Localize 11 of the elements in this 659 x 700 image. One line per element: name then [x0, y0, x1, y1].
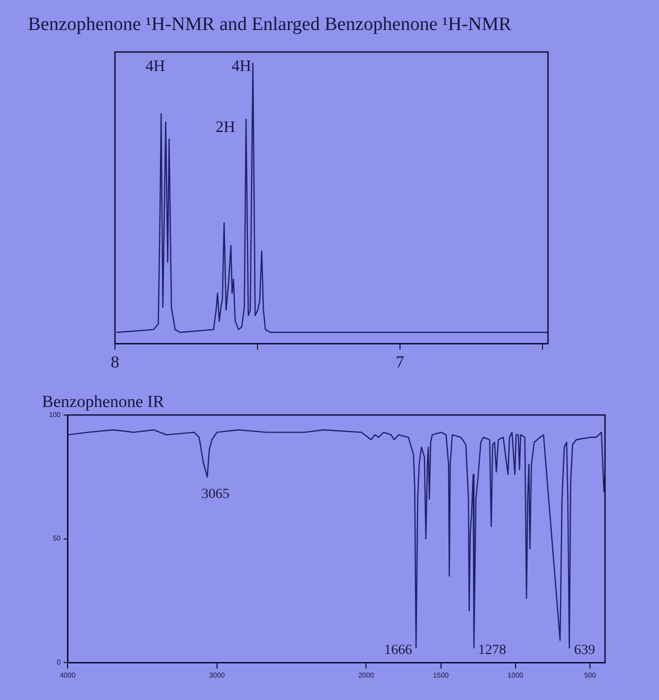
x-tick-label: 8 — [110, 352, 120, 372]
annotation: 4H — [145, 58, 166, 75]
annotation: 639 — [574, 642, 596, 658]
annotation: 4H — [232, 58, 252, 75]
annotation: 3065 — [201, 486, 230, 502]
x-tick-label: 7 — [396, 352, 405, 372]
annotation: 2H — [216, 119, 236, 136]
chart-title: Benzophenone ¹H-NMR and Enlarged Benzophenone ¹H-NMR — [28, 14, 512, 36]
annotation: 1666 — [384, 642, 412, 658]
chart-title: Benzophenone IR — [42, 392, 164, 412]
annotation: 1278 — [478, 642, 506, 658]
